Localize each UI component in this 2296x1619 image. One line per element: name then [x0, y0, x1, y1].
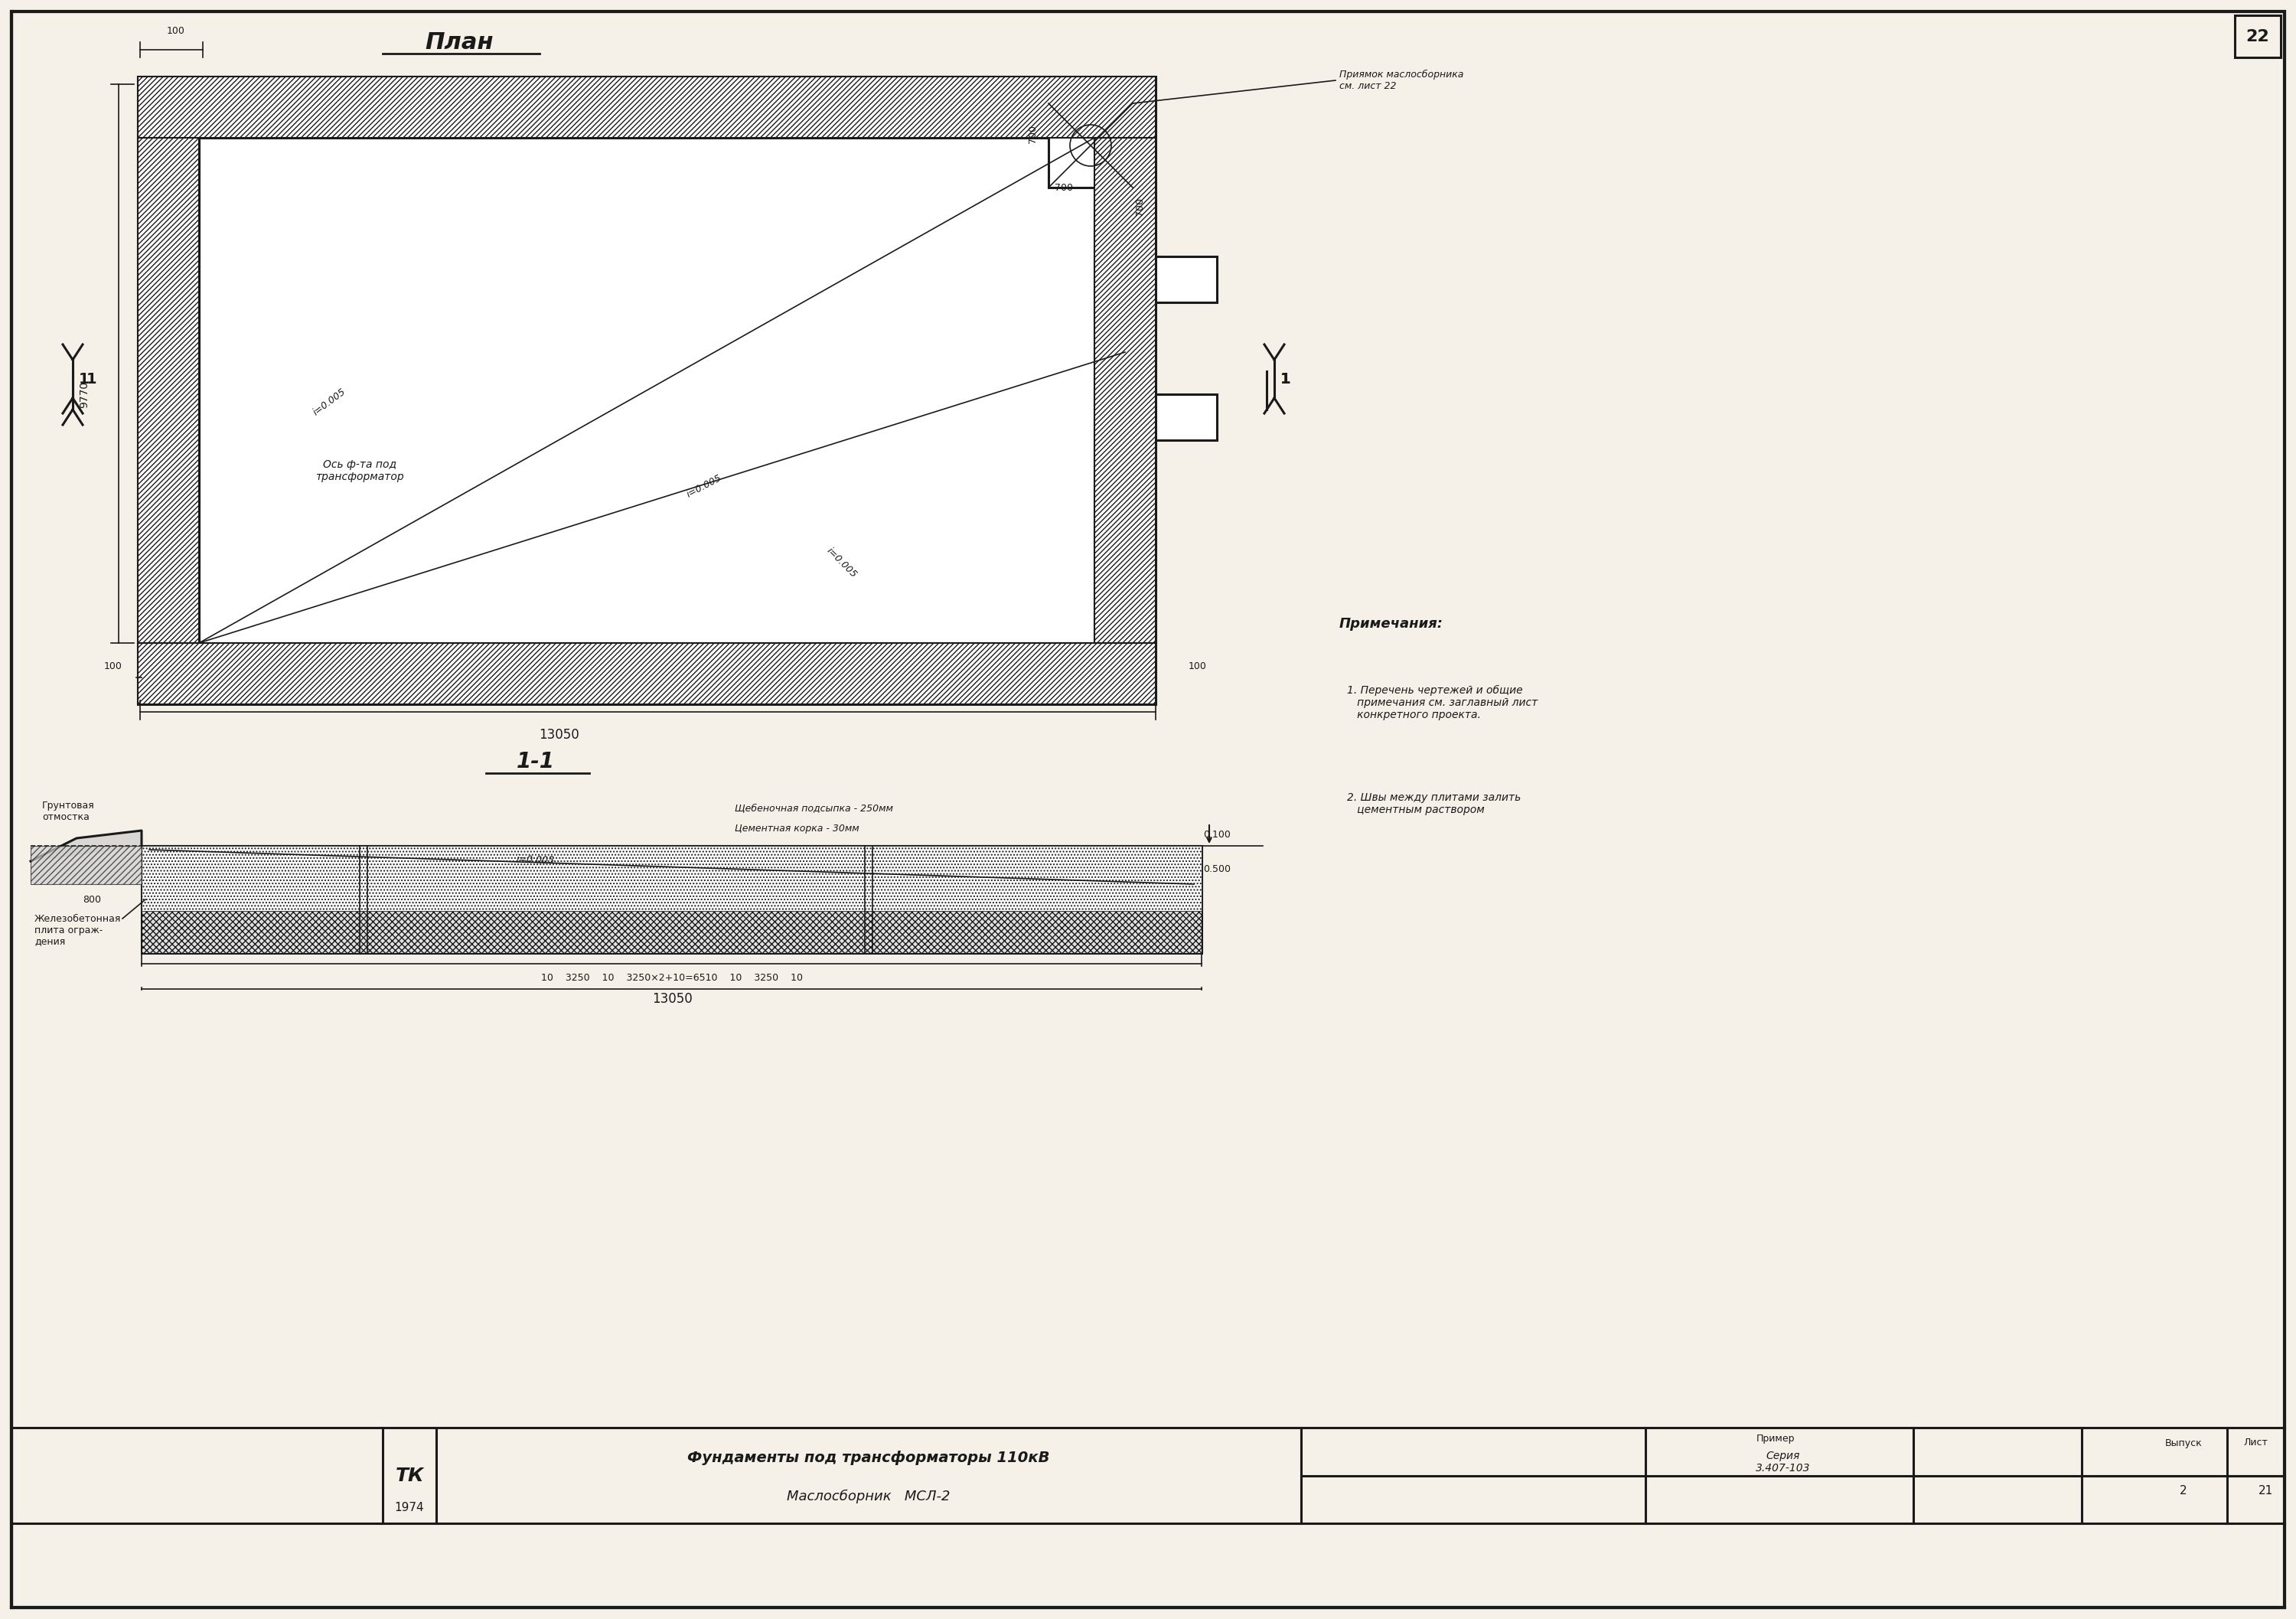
Text: ТК: ТК — [395, 1467, 425, 1485]
Text: 800: 800 — [83, 894, 101, 905]
Bar — [138, 138, 200, 643]
Text: Пример: Пример — [1756, 1434, 1795, 1444]
Text: Серия
3.407-103: Серия 3.407-103 — [1756, 1451, 1812, 1473]
Text: 700: 700 — [1054, 183, 1072, 193]
Text: Примечания:: Примечания: — [1339, 617, 1444, 631]
Bar — [138, 643, 1155, 704]
Text: i=0.005: i=0.005 — [684, 473, 723, 499]
Text: 1: 1 — [1281, 372, 1290, 387]
Text: 10    3250    10    3250×2+10=6510    10    3250    10: 10 3250 10 3250×2+10=6510 10 3250 10 — [542, 973, 804, 983]
Bar — [142, 911, 1201, 954]
Text: i=0.005: i=0.005 — [824, 546, 859, 580]
Text: 22: 22 — [2245, 29, 2268, 44]
Text: 1-1: 1-1 — [517, 751, 556, 772]
Bar — [1049, 104, 1132, 188]
Text: Железобетонная
плита ограж-
дения: Железобетонная плита ограж- дения — [34, 913, 122, 947]
Bar — [30, 845, 142, 884]
Text: Маслосборник   МСЛ-2: Маслосборник МСЛ-2 — [788, 1489, 951, 1504]
Text: Лист: Лист — [2243, 1438, 2268, 1447]
Text: 1974: 1974 — [395, 1502, 425, 1514]
Bar — [1155, 256, 1217, 303]
Text: Фундаменты под трансформаторы 110кВ: Фундаменты под трансформаторы 110кВ — [687, 1451, 1049, 1465]
Text: 700: 700 — [1029, 125, 1038, 142]
Text: 9770: 9770 — [78, 380, 90, 408]
Polygon shape — [30, 831, 142, 861]
Text: Ось ф-та под
трансформатор: Ось ф-та под трансформатор — [315, 460, 404, 482]
Text: 100: 100 — [1189, 661, 1208, 670]
Text: 1: 1 — [87, 372, 96, 387]
Text: 1: 1 — [78, 372, 90, 387]
Text: 13050: 13050 — [652, 992, 691, 1005]
Bar — [2234, 15, 2280, 57]
Bar — [142, 845, 1201, 954]
Bar — [142, 845, 1201, 911]
Bar — [138, 76, 1155, 138]
Text: План: План — [425, 31, 494, 53]
Bar — [200, 138, 1095, 643]
Text: Щебеночная подсыпка - 250мм: Щебеночная подсыпка - 250мм — [735, 805, 893, 814]
Text: Выпуск: Выпуск — [2165, 1438, 2202, 1447]
Bar — [1155, 393, 1217, 440]
Bar — [1095, 138, 1155, 643]
Text: 21: 21 — [2257, 1485, 2273, 1498]
Text: 100: 100 — [103, 661, 122, 670]
Text: i=0.005: i=0.005 — [310, 387, 347, 418]
Text: 13050: 13050 — [540, 729, 579, 742]
Text: 0.500: 0.500 — [1203, 865, 1231, 874]
Text: Цементная корка - 30мм: Цементная корка - 30мм — [735, 824, 859, 834]
Text: Приямок маслосборника
см. лист 22: Приямок маслосборника см. лист 22 — [1339, 70, 1463, 91]
Text: 2. Швы между плитами залить
   цементным раствором: 2. Швы между плитами залить цементным ра… — [1348, 792, 1520, 816]
Text: 100: 100 — [168, 26, 186, 36]
Text: 700: 700 — [1134, 198, 1146, 215]
Text: 1: 1 — [1281, 372, 1290, 387]
Text: 0.100: 0.100 — [1203, 829, 1231, 839]
Bar — [138, 76, 1155, 704]
Text: 1. Перечень чертежей и общие
   примечания см. заглавный лист
   конкретного про: 1. Перечень чертежей и общие примечания … — [1348, 685, 1538, 720]
Text: 2: 2 — [2179, 1485, 2188, 1498]
Text: i=0.005: i=0.005 — [517, 853, 556, 865]
Text: Грунтовая
отмостка: Грунтовая отмостка — [41, 801, 94, 822]
